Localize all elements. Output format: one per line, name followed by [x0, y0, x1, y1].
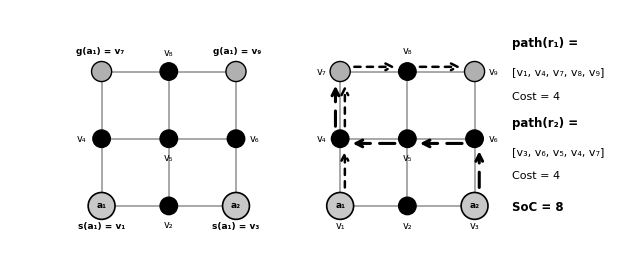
Circle shape: [461, 192, 488, 219]
Circle shape: [465, 62, 484, 82]
Circle shape: [326, 192, 353, 219]
Text: s(a₁) = v₃: s(a₁) = v₃: [212, 221, 260, 230]
Text: v₈: v₈: [403, 46, 412, 56]
Circle shape: [226, 62, 246, 82]
Text: Cost = 4: Cost = 4: [511, 171, 559, 181]
Text: [v₁, v₄, v₇, v₈, v₉]: [v₁, v₄, v₇, v₈, v₉]: [511, 67, 604, 77]
Circle shape: [93, 130, 110, 148]
Circle shape: [399, 197, 416, 215]
Text: s(a₁) = v₁: s(a₁) = v₁: [78, 221, 125, 230]
Text: v₂: v₂: [403, 221, 412, 231]
Text: v₄: v₄: [77, 134, 86, 144]
Circle shape: [332, 130, 349, 148]
Text: g(a₁) = v₉: g(a₁) = v₉: [213, 47, 262, 56]
Text: path(r₁) =: path(r₁) =: [511, 37, 578, 50]
Text: v₉: v₉: [488, 67, 498, 77]
Text: v₇: v₇: [317, 67, 326, 77]
Text: SoC = 8: SoC = 8: [511, 201, 563, 214]
Text: v₅: v₅: [403, 153, 412, 163]
Circle shape: [160, 197, 177, 215]
Text: v₆: v₆: [250, 134, 260, 144]
Text: v₆: v₆: [488, 134, 498, 144]
Circle shape: [399, 130, 416, 148]
Text: v₁: v₁: [335, 221, 345, 231]
Circle shape: [160, 63, 177, 80]
Text: a₁: a₁: [97, 201, 107, 210]
Circle shape: [223, 192, 250, 219]
Text: v₂: v₂: [164, 220, 173, 230]
Circle shape: [160, 130, 177, 148]
Circle shape: [88, 192, 115, 219]
Text: g(a₁) = v₇: g(a₁) = v₇: [76, 47, 124, 56]
Circle shape: [399, 63, 416, 80]
Text: [v₃, v₆, v₅, v₄, v₇]: [v₃, v₆, v₅, v₄, v₇]: [511, 147, 604, 157]
Text: a₂: a₂: [470, 201, 479, 210]
Circle shape: [227, 130, 244, 148]
Text: v₅: v₅: [164, 153, 173, 163]
Circle shape: [466, 130, 483, 148]
Circle shape: [92, 62, 111, 82]
Text: v₄: v₄: [317, 134, 326, 144]
Text: Cost = 4: Cost = 4: [511, 92, 559, 102]
Text: a₁: a₁: [335, 201, 345, 210]
Text: path(r₂) =: path(r₂) =: [511, 117, 578, 130]
Text: a₂: a₂: [231, 201, 241, 210]
Text: v₈: v₈: [164, 48, 173, 58]
Circle shape: [330, 62, 350, 82]
Text: v₃: v₃: [470, 221, 479, 231]
